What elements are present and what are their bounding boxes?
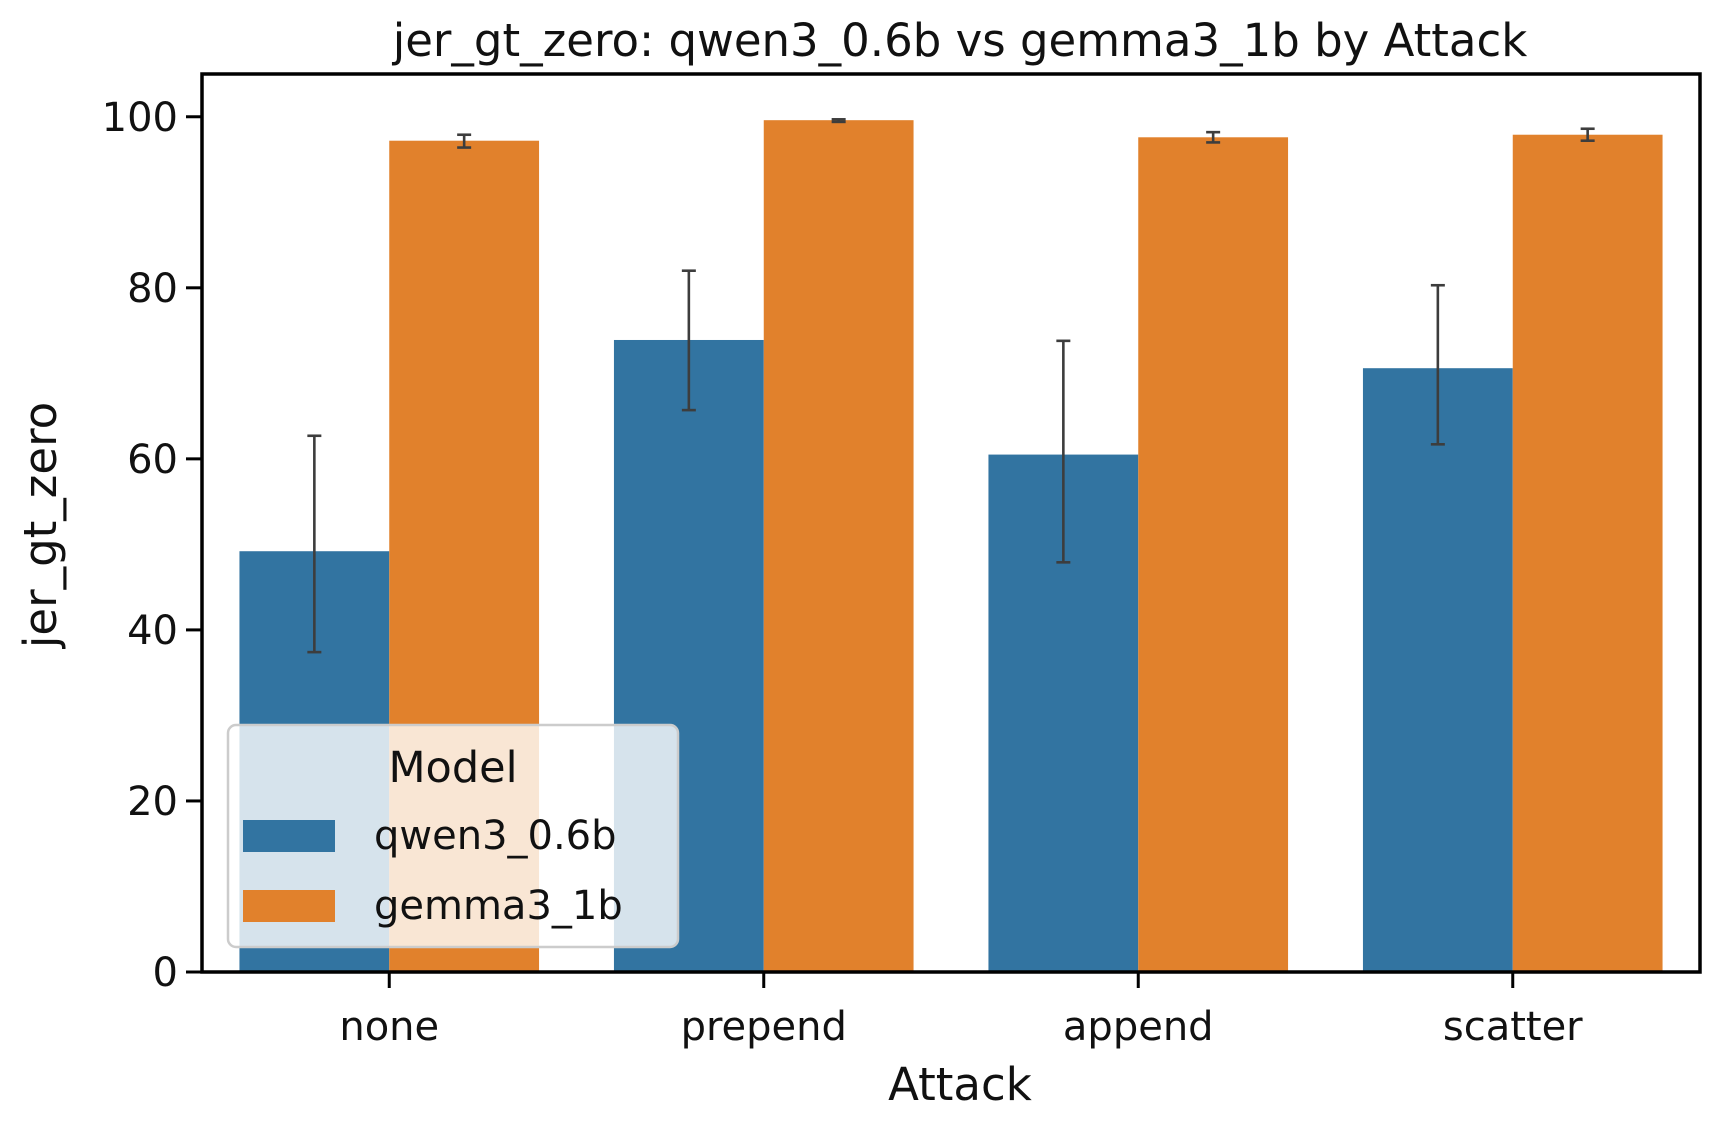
x-axis-label: Attack (888, 1058, 1032, 1111)
legend-label-gemma3_1b: gemma3_1b (374, 883, 623, 929)
chart-title: jer_gt_zero: qwen3_0.6b vs gemma3_1b by … (392, 14, 1528, 67)
y-tick-label-20: 20 (127, 779, 178, 825)
legend-swatch-gemma3_1b (243, 890, 335, 922)
bar-qwen3_0.6b-scatter (1362, 368, 1513, 972)
x-tick-label-prepend: prepend (681, 1004, 847, 1050)
y-tick-label-40: 40 (127, 608, 178, 654)
y-tick-label-80: 80 (127, 266, 178, 312)
y-tick-label-60: 60 (127, 437, 178, 483)
error-bars-layer (307, 118, 1595, 654)
legend-box (226, 723, 680, 949)
legend: Model qwen3_0.6b gemma3_1b (226, 723, 680, 949)
y-axis-label: jer_gt_zero (14, 402, 67, 649)
bar-gemma3_1b-append (1138, 137, 1289, 973)
plot-frame (200, 72, 1702, 974)
x-tick-label-none: none (339, 1004, 439, 1050)
x-tick-label-append: append (1063, 1004, 1214, 1050)
y-tick-label-0: 0 (153, 950, 178, 996)
y-tick-label-100: 100 (102, 95, 178, 141)
bar-gemma3_1b-scatter (1512, 134, 1663, 972)
legend-title: Model (388, 743, 517, 793)
legend-label-qwen3_0.6b: qwen3_0.6b (374, 813, 617, 859)
x-tick-label-scatter: scatter (1443, 1004, 1583, 1050)
legend-swatch-qwen3_0.6b (243, 820, 335, 852)
axes-layer: 0 20 40 60 80 100 none prepend append scatter (102, 72, 1702, 1050)
bar-gemma3_1b-prepend (763, 120, 914, 972)
